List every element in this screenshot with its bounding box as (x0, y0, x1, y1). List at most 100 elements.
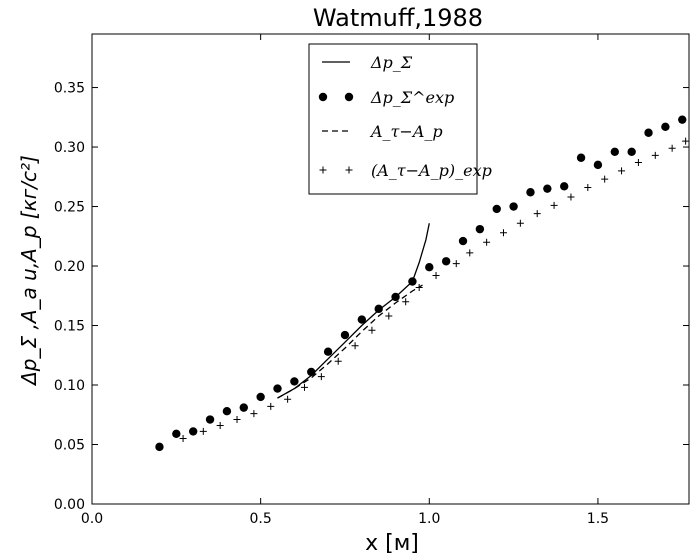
series (277, 223, 430, 399)
data-point-plus (415, 283, 423, 291)
legend-swatch-plus (319, 166, 327, 174)
x-tick-label: 0.0 (81, 511, 103, 527)
data-point (458, 236, 468, 246)
x-tick-label: 0.5 (250, 511, 272, 527)
data-point-plus (499, 229, 507, 237)
data-point-plus (550, 201, 558, 209)
data-point-plus (267, 402, 275, 410)
plot-area (155, 115, 690, 452)
data-point-plus (452, 260, 460, 268)
legend-entry: A_τ−A_p (322, 122, 443, 141)
data-point-plus (317, 373, 325, 381)
data-point (205, 415, 215, 424)
data-point-plus (618, 167, 626, 175)
data-point-plus (233, 416, 241, 424)
x-tick-label: 1.5 (587, 511, 609, 527)
legend-swatch-dot (344, 92, 354, 102)
data-point (543, 184, 552, 193)
data-point (593, 160, 603, 170)
data-point-plus (334, 357, 342, 365)
data-point-plus (466, 249, 474, 257)
data-point (492, 204, 501, 214)
data-point (307, 367, 316, 377)
data-point (678, 115, 687, 124)
legend-label: (A_τ−A_p)_exp (371, 161, 492, 180)
y-tick-label: 0.00 (54, 497, 85, 513)
data-point-plus (284, 395, 292, 403)
data-point-plus (250, 410, 258, 418)
legend-entry: Δp_Σ (322, 53, 413, 72)
data-point (155, 442, 164, 452)
legend-box (308, 43, 478, 195)
data-point (644, 128, 653, 137)
data-point-plus (533, 210, 541, 218)
y-tick-label: 0.20 (54, 259, 85, 275)
data-point-plus (584, 183, 592, 191)
data-point-plus (179, 435, 187, 443)
data-point (222, 406, 232, 416)
data-point (273, 384, 282, 393)
data-point-plus (368, 326, 376, 334)
data-point-plus (216, 421, 224, 429)
legend: Δp_Σ Δp_Σ^exp A_τ−A_p (A_τ−A_p)_exp (308, 43, 492, 195)
series (179, 137, 690, 443)
y-tick-label: 0.10 (54, 378, 85, 394)
data-point-plus (300, 383, 308, 391)
data-point-plus (651, 151, 659, 159)
series (277, 284, 423, 399)
y-axis-label: Δp_Σ ,A_a u,A_p [кг/с²] (17, 155, 41, 387)
y-tick-label: 0.35 (54, 81, 85, 97)
data-point (357, 315, 367, 324)
legend-entry: (A_τ−A_p)_exp (319, 161, 492, 180)
x-tick-label: 1.0 (418, 511, 440, 527)
axis-ticks: 0.0 0.5 1.0 1.5 0.00 0.05 0.10 0.15 0.20 0.25 0.30… (54, 34, 689, 527)
data-point-plus (351, 342, 359, 350)
data-point (408, 277, 417, 286)
data-point (391, 292, 400, 302)
data-point-plus (516, 219, 524, 227)
data-point (475, 224, 485, 234)
data-point-plus (402, 298, 410, 306)
data-point (340, 330, 350, 340)
data-point-plus (668, 144, 676, 152)
data-point-plus (601, 175, 609, 183)
data-point-plus (483, 238, 491, 246)
y-tick-label: 0.05 (54, 438, 85, 454)
data-point-plus (432, 272, 440, 280)
data-point (172, 429, 181, 438)
data-point (425, 263, 434, 272)
data-point (323, 347, 333, 356)
series-line (277, 284, 423, 399)
data-point (374, 304, 383, 314)
plot-frame (91, 33, 690, 505)
legend-swatch-plus (345, 166, 353, 174)
data-point-plus (682, 137, 690, 145)
data-point (239, 403, 248, 412)
data-point (509, 202, 518, 211)
data-point (661, 122, 670, 132)
data-point (526, 188, 535, 197)
y-axis-label-text: Δp_Σ ,A_a u,A_p [кг/с²] (17, 155, 41, 387)
legend-label: Δp_Σ^exp (370, 88, 454, 107)
x-axis-label: x [м] (365, 531, 419, 556)
y-tick-label: 0.25 (54, 200, 85, 216)
data-point (560, 182, 569, 191)
data-point (290, 377, 299, 386)
legend-entry: Δp_Σ^exp (318, 88, 454, 107)
data-point (627, 147, 636, 156)
data-point-plus (385, 312, 393, 320)
legend-label: A_τ−A_p (369, 122, 443, 141)
data-point-plus (567, 193, 575, 201)
data-point (256, 392, 265, 402)
series-line (277, 223, 430, 399)
y-tick-label: 0.15 (54, 319, 85, 335)
series (155, 115, 687, 452)
data-point (188, 427, 198, 436)
data-point-plus (199, 427, 207, 435)
y-tick-label: 0.30 (54, 140, 85, 156)
data-point (610, 147, 619, 156)
data-point-plus (634, 159, 642, 167)
legend-swatch-dot (318, 92, 328, 102)
legend-label: Δp_Σ (370, 53, 413, 72)
